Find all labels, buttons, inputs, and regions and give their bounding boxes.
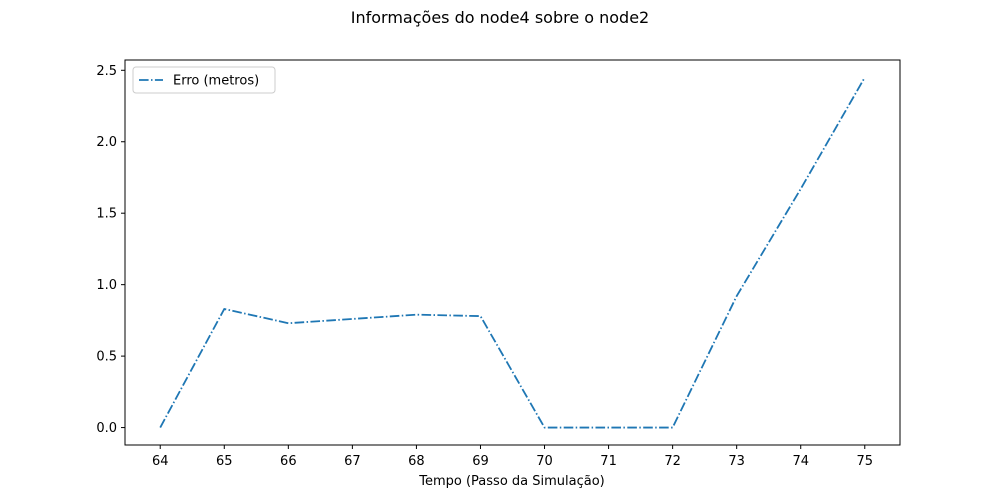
plot-frame xyxy=(124,59,901,446)
x-tick-label: 67 xyxy=(344,454,361,469)
x-tick-label: 73 xyxy=(728,454,745,469)
x-tick-label: 68 xyxy=(408,454,425,469)
x-tick-label: 66 xyxy=(280,454,297,469)
x-tick-label: 74 xyxy=(792,454,809,469)
plot-area xyxy=(124,59,901,446)
x-tick-label: 72 xyxy=(664,454,681,469)
x-tick-label: 70 xyxy=(536,454,553,469)
y-tick-label: 2.5 xyxy=(96,64,117,79)
legend: Erro (metros) xyxy=(132,66,276,94)
x-tick-label: 75 xyxy=(856,454,873,469)
x-tick-label: 69 xyxy=(472,454,489,469)
chart-title: Informações do node4 sobre o node2 xyxy=(351,8,649,27)
x-tick-label: 71 xyxy=(600,454,617,469)
y-tick-label: 2.0 xyxy=(96,135,117,150)
y-tick-label: 0.5 xyxy=(96,350,117,365)
x-tick-label: 64 xyxy=(152,454,169,469)
y-tick-label: 0.0 xyxy=(96,421,117,436)
legend-entry: Erro (metros) xyxy=(173,74,259,89)
legend-box xyxy=(132,66,276,94)
x-tick-label: 65 xyxy=(216,454,233,469)
y-axis: 0.0 0.5 1.0 1.5 2.0 2.5 xyxy=(96,64,125,436)
series-line xyxy=(159,76,866,429)
x-axis-label: Tempo (Passo da Simulação) xyxy=(418,474,605,489)
y-tick-label: 1.0 xyxy=(96,278,117,293)
y-tick-label: 1.5 xyxy=(96,207,117,222)
x-axis: 64 65 66 67 68 69 70 71 72 73 74 75 xyxy=(152,445,873,469)
series-layer xyxy=(159,76,866,429)
